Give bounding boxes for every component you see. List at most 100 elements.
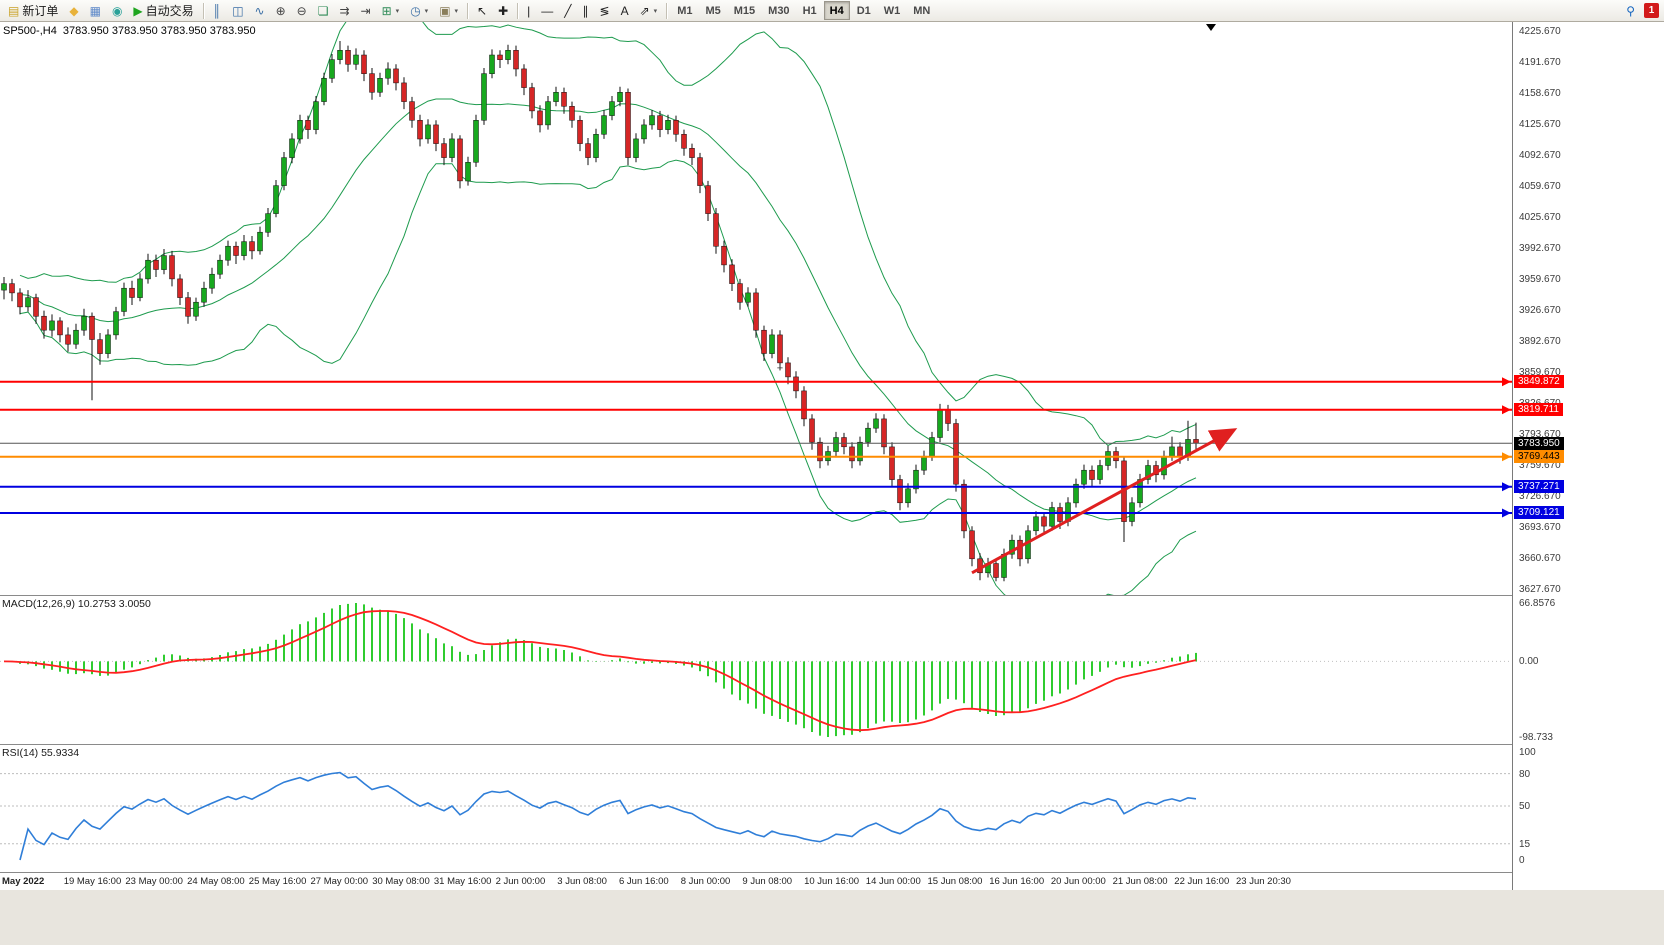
price-axis-label: 4125.670 bbox=[1519, 119, 1561, 130]
text-tool-icon: A bbox=[620, 3, 629, 18]
horizontal-line-3737.271[interactable] bbox=[0, 482, 1512, 492]
new-order-button[interactable]: ▤ 新订单 bbox=[3, 1, 63, 20]
price-axis-label: 4092.670 bbox=[1519, 150, 1561, 161]
macd-signal-line bbox=[3, 610, 1197, 732]
fibonacci-tool-button[interactable]: ≶ bbox=[595, 1, 615, 20]
line-chart-mode-button[interactable]: ∿ bbox=[250, 1, 270, 20]
timeframe-mn-button-label: MN bbox=[913, 4, 931, 17]
time-axis-label: 8 Jun 00:00 bbox=[680, 876, 731, 887]
profiles-button[interactable]: ◷ ▾ bbox=[405, 1, 433, 20]
search-button[interactable]: ⚲ bbox=[1621, 1, 1640, 20]
time-axis-label: 19 May 16:00 bbox=[63, 876, 122, 887]
zoom-in-button[interactable]: ⊕ bbox=[271, 1, 291, 20]
timeframe-w1-button-label: W1 bbox=[883, 4, 901, 17]
horizontal-line-3769.443[interactable] bbox=[0, 452, 1512, 462]
horizontal-line-tool-button[interactable]: ― bbox=[536, 1, 558, 20]
price-axis[interactable]: 4225.670 4191.670 4158.670 4125.670 4092.670… bbox=[1512, 22, 1664, 890]
macd-histogram bbox=[11, 603, 1197, 737]
trend-arrow[interactable] bbox=[971, 428, 1238, 575]
crosshair-tool-button[interactable]: ✚ bbox=[493, 1, 513, 20]
timeframe-w1-button[interactable]: W1 bbox=[878, 1, 907, 20]
timeframe-m30-button[interactable]: M30 bbox=[762, 1, 795, 20]
market-watch-button[interactable]: ▦ bbox=[85, 1, 106, 20]
toolbar-right-buttons: ⚲ 1 bbox=[1621, 1, 1661, 20]
arrows-tool-button[interactable]: ⇗ ▾ bbox=[635, 1, 663, 20]
trendline-tool-button[interactable]: ╱ bbox=[559, 1, 576, 20]
timeframe-m1-button[interactable]: M1 bbox=[671, 1, 698, 20]
bar-chart-mode-button[interactable]: ║ bbox=[208, 1, 227, 20]
price-tag-3737.271: 3737.271 bbox=[1514, 480, 1564, 494]
timeframe-h1-button-label: H1 bbox=[802, 4, 817, 17]
macd-axis-label: -98.733 bbox=[1519, 732, 1553, 743]
new-order-button-label: 新订单 bbox=[22, 4, 59, 18]
candle-chart-mode-button[interactable]: ◫ bbox=[227, 1, 248, 20]
timeframe-mn-button[interactable]: MN bbox=[907, 1, 936, 20]
timeframe-m30-button-label: M30 bbox=[768, 4, 790, 17]
timeframe-h4-button[interactable]: H4 bbox=[823, 1, 850, 20]
price-tag-3709.121: 3709.121 bbox=[1514, 506, 1564, 520]
toolbar-separator bbox=[666, 2, 668, 19]
time-axis-label: 2 Jun 00:00 bbox=[495, 876, 546, 887]
price-axis-label: 3693.670 bbox=[1519, 522, 1561, 533]
auto-scroll-button[interactable]: ⇉ bbox=[334, 1, 354, 20]
text-tool-button[interactable]: A bbox=[616, 1, 634, 20]
horizontal-line-3849.872[interactable] bbox=[0, 377, 1512, 387]
toolbar-separator bbox=[202, 2, 204, 19]
price-axis-label: 4158.670 bbox=[1519, 88, 1561, 99]
mql-wizard-icon: ◆ bbox=[69, 3, 79, 18]
toolbar-separator bbox=[517, 2, 519, 19]
zoom-in-icon: ⊕ bbox=[275, 3, 286, 18]
mql-wizard-button[interactable]: ◆ bbox=[64, 1, 83, 20]
dropdown-caret-icon: ▾ bbox=[454, 7, 459, 15]
autotrade-button[interactable]: ▶ 自动交易 bbox=[128, 1, 198, 20]
cursor-tool-button[interactable]: ↖ bbox=[472, 1, 492, 20]
time-axis-label: 15 Jun 08:00 bbox=[927, 876, 983, 887]
macd-panel: MACD(12,26,9) 10.2753 3.0050 bbox=[0, 596, 1512, 744]
channel-tool-button[interactable]: ∥ bbox=[578, 1, 594, 20]
macd-axis-label: 0.00 bbox=[1519, 656, 1539, 668]
templates-button[interactable]: ▣ ▾ bbox=[434, 1, 463, 20]
new-chart-button[interactable]: ⊞ ▾ bbox=[377, 1, 405, 20]
time-axis-label: 14 Jun 00:00 bbox=[865, 876, 921, 887]
price-axis-label: 3926.670 bbox=[1519, 305, 1561, 316]
horizontal-line-3709.121[interactable] bbox=[0, 508, 1512, 518]
notification-badge[interactable]: 1 bbox=[1644, 3, 1659, 18]
candle-chart-mode-icon: ◫ bbox=[232, 3, 244, 18]
timeframe-m15-button[interactable]: M15 bbox=[728, 1, 761, 20]
timeframe-d1-button[interactable]: D1 bbox=[851, 1, 877, 20]
rsi-chart-svg bbox=[0, 771, 1512, 861]
dropdown-caret-icon: ▾ bbox=[424, 7, 429, 15]
timeframe-h1-button[interactable]: H1 bbox=[797, 1, 823, 20]
time-axis[interactable]: May 2022 19 May 16:00 23 May 00:00 24 May 0… bbox=[0, 873, 1512, 890]
time-axis-label: 23 Jun 20:30 bbox=[1236, 876, 1291, 887]
main-chart-panel: + SP500-,H4 3783.950 3783.950 3783.950 3… bbox=[0, 22, 1512, 595]
time-axis-label: 21 Jun 08:00 bbox=[1112, 876, 1168, 887]
panel-separator[interactable] bbox=[0, 744, 1664, 745]
tile-windows-icon: ❏ bbox=[317, 3, 329, 18]
toolbar-separator bbox=[467, 2, 469, 19]
dropdown-caret-icon: ▾ bbox=[653, 7, 658, 15]
time-axis-label: 9 Jun 08:00 bbox=[742, 876, 793, 887]
chart-shift-button[interactable]: ⇥ bbox=[356, 1, 376, 20]
rsi-axis-label: 15 bbox=[1519, 838, 1531, 850]
zoom-out-button[interactable]: ⊖ bbox=[292, 1, 312, 20]
panel-separator[interactable] bbox=[0, 595, 1664, 596]
bar-chart-mode-icon: ║ bbox=[212, 3, 222, 18]
chart-shift-marker-icon[interactable] bbox=[1206, 24, 1216, 31]
panel-separator bbox=[0, 872, 1664, 873]
timeframe-m5-button[interactable]: M5 bbox=[699, 1, 726, 20]
time-axis-label: 3 Jun 08:00 bbox=[557, 876, 607, 887]
time-axis-label: 25 May 16:00 bbox=[248, 876, 307, 887]
vertical-line-tool-button[interactable]: | bbox=[522, 1, 535, 20]
dropdown-caret-icon: ▾ bbox=[395, 7, 400, 15]
tile-windows-button[interactable]: ❏ bbox=[313, 1, 334, 20]
timeframe-m5-button-label: M5 bbox=[705, 4, 721, 17]
macd-chart-svg bbox=[0, 603, 1512, 737]
rsi-axis-label: 50 bbox=[1519, 801, 1531, 812]
time-axis-label: 27 May 00:00 bbox=[310, 876, 369, 887]
new-order-icon: ▤ bbox=[8, 3, 20, 18]
window-bottom-area bbox=[0, 890, 1664, 945]
navigator-button[interactable]: ◉ bbox=[107, 1, 127, 20]
horizontal-line-3819.711[interactable] bbox=[0, 405, 1512, 415]
vertical-line-tool-icon: | bbox=[527, 3, 531, 18]
